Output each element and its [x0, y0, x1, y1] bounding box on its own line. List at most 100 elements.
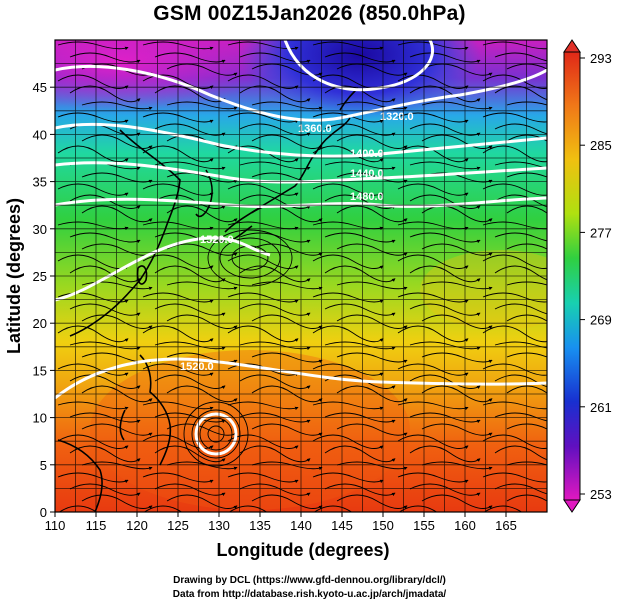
streamline	[166, 494, 238, 510]
streamline	[312, 41, 384, 51]
streamline	[81, 205, 153, 223]
streamline	[397, 183, 469, 197]
streamline	[494, 483, 547, 495]
streamline	[239, 445, 311, 463]
streamline	[239, 52, 311, 64]
streamline	[81, 385, 153, 403]
streamline	[482, 472, 547, 483]
streamline	[336, 314, 408, 330]
streamline	[506, 172, 547, 178]
streamline	[482, 145, 547, 163]
philippines-coastline	[119, 354, 172, 466]
y-tick-label: 30	[33, 222, 47, 237]
streamline	[397, 112, 469, 124]
contour-label: 1520.0	[180, 361, 214, 373]
streamline	[239, 161, 311, 171]
y-tick-label: 10	[33, 411, 47, 426]
streamline	[494, 194, 547, 208]
streamline	[494, 445, 547, 461]
streamline	[336, 281, 408, 291]
streamline	[482, 401, 547, 410]
streamline	[142, 112, 214, 124]
x-axis-ticks: 110 115 120 125 130 135 140 145 150 155 160 165	[45, 512, 517, 533]
contour-1520-north	[55, 236, 271, 302]
streamline	[397, 292, 469, 304]
y-tick-label: 5	[40, 458, 47, 473]
streamline	[251, 352, 323, 364]
y-tick-label: 45	[33, 80, 47, 95]
streamline	[142, 254, 214, 270]
streamline	[336, 63, 408, 77]
streamline	[166, 281, 238, 291]
streamline	[324, 265, 396, 283]
vortex-streamline	[191, 409, 241, 459]
contour-label: 1480.0	[350, 191, 384, 203]
wind-streamlines	[57, 41, 547, 512]
streamline	[506, 101, 547, 106]
streamline	[313, 505, 353, 512]
streamline	[166, 314, 238, 330]
streamline	[336, 352, 408, 364]
x-tick-label: 135	[249, 518, 271, 533]
streamline	[336, 205, 408, 223]
streamline	[336, 385, 408, 403]
x-tick-label: 140	[290, 518, 312, 533]
contour-label: 1320.0	[380, 111, 414, 123]
streamline	[57, 112, 129, 124]
streamline	[324, 341, 396, 351]
streamline	[57, 325, 129, 343]
streamline	[409, 303, 481, 317]
streamline	[482, 254, 547, 269]
streamline	[69, 445, 141, 463]
streamline	[69, 265, 141, 283]
streamline	[239, 374, 311, 390]
streamline	[57, 74, 129, 90]
streamline	[409, 232, 481, 244]
streamline	[398, 505, 438, 512]
streamline	[154, 265, 226, 283]
streamline	[251, 101, 323, 111]
streamline	[251, 494, 323, 510]
streamline	[482, 41, 547, 50]
streamline	[482, 183, 547, 196]
streamline	[69, 341, 141, 351]
streamline	[494, 161, 547, 169]
streamline	[494, 412, 547, 422]
streamline	[506, 494, 547, 502]
streamline	[312, 254, 384, 270]
streamline	[482, 325, 547, 343]
streamline	[143, 505, 183, 512]
y-tick-label: 15	[33, 363, 47, 378]
streamline	[154, 161, 226, 171]
streamline	[154, 483, 226, 497]
y-axis-label: Latitude (degrees)	[4, 198, 24, 354]
streamline	[154, 232, 226, 244]
streamline	[409, 161, 481, 171]
streamline	[397, 41, 469, 51]
vortex-streamline	[183, 401, 249, 467]
streamline	[239, 123, 311, 137]
credit-data: Data from http://database.rish.kyoto-u.a…	[172, 589, 447, 600]
streamline	[251, 314, 323, 330]
streamline	[142, 325, 214, 343]
streamline	[336, 494, 408, 510]
streamline	[494, 265, 547, 281]
streamline	[494, 341, 547, 349]
x-tick-label: 150	[372, 518, 394, 533]
streamline	[57, 145, 129, 163]
streamline	[69, 232, 141, 244]
streamline	[324, 445, 396, 463]
streamline	[494, 232, 547, 242]
streamline	[397, 325, 469, 343]
map-title: GSM 00Z15Jan2026 (850.0hPa)	[153, 2, 466, 25]
colorbar-tick-label: 285	[590, 138, 612, 153]
streamline	[251, 63, 323, 77]
x-tick-label: 115	[86, 518, 107, 533]
contour-1360	[55, 64, 547, 122]
streamline	[324, 194, 396, 210]
streamline	[324, 303, 396, 317]
streamline	[58, 505, 98, 512]
streamline	[69, 374, 141, 390]
x-tick-label: 110	[45, 518, 66, 533]
streamline	[239, 412, 311, 424]
